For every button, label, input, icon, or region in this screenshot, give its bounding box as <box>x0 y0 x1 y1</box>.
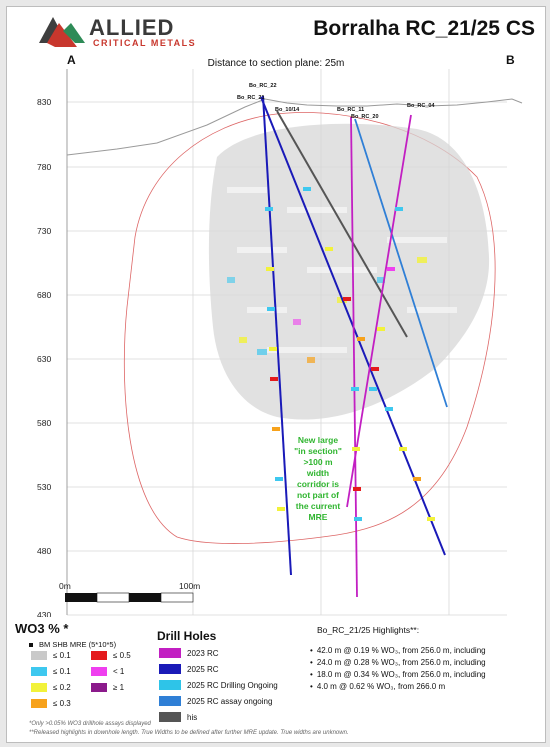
elevation-tick: 730 <box>37 226 51 236</box>
scale-bar: 0m 100m <box>59 581 200 603</box>
drill-hole-bo-rc-04 <box>346 114 412 508</box>
drill-hole-legend-label: 2025 RC Drilling Ongoing <box>187 681 278 690</box>
drill-hole-legend-label: 2025 RC <box>187 665 219 674</box>
section-start-label: A <box>67 53 76 67</box>
logo-tagline: CRITICAL METALS <box>93 38 197 48</box>
elevation-axis: 830 780 730 680 630 580 530 480 430 <box>37 97 51 617</box>
drill-hole-swatch <box>159 712 181 722</box>
grade-swatch <box>31 683 47 692</box>
logo-mark-icon <box>39 17 85 47</box>
company-logo: ALLIED CRITICAL METALS <box>37 13 197 51</box>
drill-hole-swatch <box>159 648 181 658</box>
elevation-tick: 430 <box>37 610 51 617</box>
hole-label: Bo_RC_21 <box>237 95 265 101</box>
svg-text:not part of: not part of <box>297 490 339 500</box>
elevation-tick: 830 <box>37 97 51 107</box>
drill-hole-swatch <box>159 664 181 674</box>
svg-text:MRE: MRE <box>309 512 328 522</box>
highlight-item: 4.0 m @ 0.62 % WO₃, from 266.0 m <box>310 681 540 692</box>
page-title: Borralha RC_21/25 CS <box>313 17 535 40</box>
drill-hole-legend-label: 2023 RC <box>187 649 219 658</box>
hole-label: Bo_10/14 <box>275 107 300 113</box>
grade-label: ≤ 0.1 <box>53 651 71 660</box>
drill-hole-labels: Bo_RC_22 Bo_RC_21 Bo_10/14 Bo_RC_11 Bo_R… <box>237 83 435 120</box>
section-sheet: ALLIED CRITICAL METALS Borralha RC_21/25… <box>6 6 546 743</box>
drill-hole-bo-rc-20 <box>354 118 448 408</box>
drill-hole-swatch <box>159 696 181 706</box>
highlight-item: 18.0 m @ 0.34 % WO₃, from 256.0 m, inclu… <box>310 669 540 680</box>
legend-title: WO3 % * <box>15 621 69 636</box>
elevation-tick: 680 <box>37 290 51 300</box>
svg-text:corridor is: corridor is <box>297 479 339 489</box>
grade-swatch <box>31 651 47 660</box>
grade-label: ≤ 0.5 <box>113 651 131 660</box>
hole-label: Bo_RC_22 <box>249 83 277 89</box>
hole-label: Bo_RC_04 <box>407 103 435 109</box>
grade-swatch <box>91 651 107 660</box>
grade-label: ≤ 0.2 <box>53 683 71 692</box>
footnote-assays: *Only >0.05% WO3 drillhole assays displa… <box>29 721 151 727</box>
svg-text:width: width <box>306 468 329 478</box>
grade-swatch <box>31 699 47 708</box>
hole-label: Bo_RC_20 <box>351 114 379 120</box>
scale-bar-end-label: 100m <box>179 581 200 591</box>
scale-bar-start-label: 0m <box>59 581 71 591</box>
distance-label: Distance to section plane: 25m <box>207 58 345 69</box>
grade-label: ≤ 0.3 <box>53 699 71 708</box>
corridor-callout: New large "in section" >100 m width corr… <box>294 435 342 522</box>
svg-text:New large: New large <box>298 435 338 445</box>
svg-text:the current: the current <box>296 501 341 511</box>
grade-swatch <box>91 667 107 676</box>
elevation-tick: 480 <box>37 546 51 556</box>
hole-label: Bo_RC_11 <box>337 107 364 113</box>
cross-section-map: 830 780 730 680 630 580 530 480 430 <box>37 69 523 617</box>
grade-label: ≤ 0.1 <box>53 667 71 676</box>
grade-swatch <box>31 667 47 676</box>
elevation-tick: 780 <box>37 162 51 172</box>
drill-holes-legend-title: Drill Holes <box>157 629 217 643</box>
grade-label: ≥ 1 <box>113 683 125 692</box>
svg-text:"in section": "in section" <box>294 446 342 456</box>
grade-swatch <box>91 683 107 692</box>
footnote-true-widths: **Released highlights in downhole length… <box>29 730 349 736</box>
drill-hole-swatch <box>159 680 181 690</box>
highlights-list: 42.0 m @ 0.19 % WO₃, from 256.0 m, inclu… <box>310 645 540 693</box>
grade-label: < 1 <box>113 667 125 676</box>
highlight-item: 24.0 m @ 0.28 % WO₃, from 256.0 m, inclu… <box>310 657 540 668</box>
svg-text:>100 m: >100 m <box>303 457 333 467</box>
legend-mre-label: BM SHB MRE (5*10*5) <box>29 640 116 649</box>
elevation-tick: 530 <box>37 482 51 492</box>
drill-hole-bo-rc-22 <box>262 95 292 576</box>
elevation-tick: 630 <box>37 354 51 364</box>
elevation-tick: 580 <box>37 418 51 428</box>
logo-wordmark: ALLIED <box>89 15 175 40</box>
mre-marker-icon <box>29 643 33 648</box>
section-end-label: B <box>506 53 515 67</box>
highlights-title: Bo_RC_21/25 Highlights**: <box>317 625 420 635</box>
assay-intervals <box>265 187 435 521</box>
drill-hole-legend-label: his <box>187 713 198 722</box>
highlight-item: 42.0 m @ 0.19 % WO₃, from 256.0 m, inclu… <box>310 645 540 656</box>
topography-line <box>66 98 523 156</box>
drill-hole-bo-10-14 <box>276 110 408 338</box>
drill-hole-legend-label: 2025 RC assay ongoing <box>187 697 273 706</box>
